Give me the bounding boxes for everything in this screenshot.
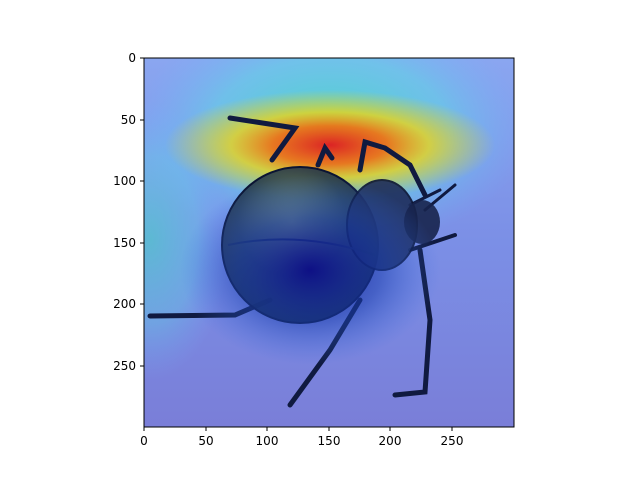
y-tick-label-100: 100 bbox=[113, 174, 136, 188]
x-tick-label-0: 0 bbox=[140, 434, 148, 448]
x-tick-label-250: 250 bbox=[441, 434, 464, 448]
y-tick-label-0: 0 bbox=[128, 51, 136, 65]
heatmap-image bbox=[144, 58, 514, 427]
x-tick-label-200: 200 bbox=[379, 434, 402, 448]
y-tick-label-200: 200 bbox=[113, 297, 136, 311]
y-tick-label-250: 250 bbox=[113, 359, 136, 373]
y-tick-label-150: 150 bbox=[113, 236, 136, 250]
y-tick-label-50: 50 bbox=[121, 113, 136, 127]
y-axis: 0 50 100 150 200 250 bbox=[113, 51, 144, 373]
x-tick-label-50: 50 bbox=[198, 434, 213, 448]
x-tick-label-100: 100 bbox=[256, 434, 279, 448]
x-axis: 0 50 100 150 200 250 bbox=[140, 427, 463, 448]
x-tick-label-150: 150 bbox=[318, 434, 341, 448]
